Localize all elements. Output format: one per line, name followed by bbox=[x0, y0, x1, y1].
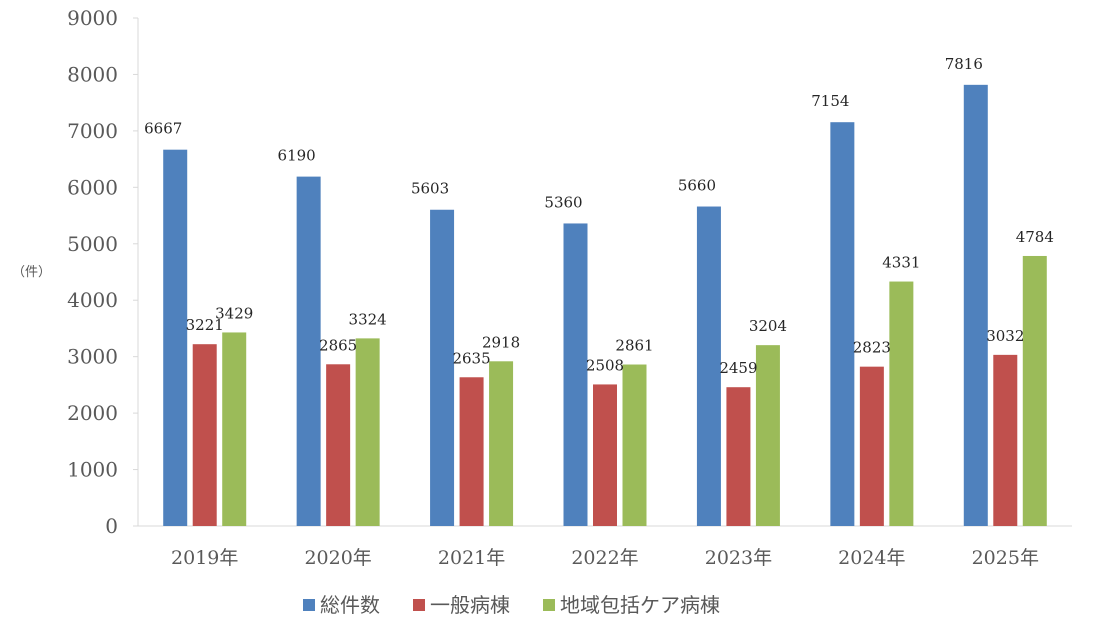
bar bbox=[326, 364, 351, 526]
data-label: 2823 bbox=[853, 339, 891, 357]
bar bbox=[192, 344, 217, 526]
bar bbox=[755, 345, 780, 526]
data-label: 4784 bbox=[1016, 228, 1054, 246]
y-tick-label: 6000 bbox=[67, 175, 118, 199]
bar bbox=[593, 384, 617, 526]
data-label: 3204 bbox=[749, 317, 787, 335]
bar bbox=[1022, 255, 1047, 526]
data-label: 5603 bbox=[411, 180, 449, 198]
bar bbox=[963, 84, 988, 526]
legend-swatch bbox=[303, 599, 315, 611]
bar bbox=[563, 223, 588, 527]
bar bbox=[859, 366, 884, 526]
data-label: 6667 bbox=[144, 120, 182, 138]
data-label: 5360 bbox=[544, 193, 582, 211]
bar bbox=[163, 149, 188, 527]
y-tick-label: 4000 bbox=[67, 288, 118, 312]
y-tick-label: 2000 bbox=[67, 401, 118, 425]
legend-label: 総件数 bbox=[320, 593, 380, 617]
bar bbox=[993, 354, 1018, 526]
y-axis-unit-label: （件） bbox=[12, 265, 51, 280]
y-tick-label: 7000 bbox=[67, 119, 118, 143]
bar bbox=[355, 338, 380, 526]
x-tick-label: 2024年 bbox=[838, 547, 905, 569]
legend-swatch bbox=[543, 599, 555, 611]
data-label: 2459 bbox=[719, 359, 757, 377]
bar bbox=[459, 377, 484, 526]
x-tick-label: 2023年 bbox=[705, 547, 772, 569]
legend-swatch bbox=[413, 599, 425, 611]
bar bbox=[726, 387, 751, 526]
bar bbox=[489, 361, 514, 526]
x-tick-label: 2025年 bbox=[972, 547, 1039, 569]
bar bbox=[222, 332, 247, 526]
y-tick-label: 8000 bbox=[67, 62, 118, 86]
data-label: 3221 bbox=[186, 316, 224, 334]
data-label: 2918 bbox=[482, 333, 520, 351]
data-label: 3032 bbox=[986, 327, 1024, 345]
data-label: 3324 bbox=[349, 310, 387, 328]
x-tick-label: 2021年 bbox=[438, 547, 505, 569]
bar bbox=[696, 206, 721, 526]
y-tick-label: 1000 bbox=[67, 458, 118, 482]
bar bbox=[830, 122, 855, 526]
x-tick-label: 2020年 bbox=[304, 547, 371, 569]
data-label: 6190 bbox=[278, 147, 316, 165]
y-tick-label: 3000 bbox=[67, 345, 118, 369]
bar bbox=[889, 281, 914, 526]
y-tick-label: 9000 bbox=[67, 6, 118, 30]
y-tick-label: 0 bbox=[105, 514, 118, 538]
bar bbox=[430, 209, 455, 527]
legend-label: 地域包括ケア病棟 bbox=[560, 593, 720, 617]
data-label: 3429 bbox=[215, 304, 253, 322]
legend-label: 一般病棟 bbox=[430, 593, 510, 617]
y-tick-label: 5000 bbox=[67, 232, 118, 256]
data-label: 7154 bbox=[811, 92, 849, 110]
data-label: 2861 bbox=[615, 337, 653, 355]
data-label: 5660 bbox=[678, 177, 716, 195]
x-tick-label: 2022年 bbox=[571, 547, 638, 569]
data-label: 4331 bbox=[882, 254, 920, 272]
data-label: 2865 bbox=[319, 336, 357, 354]
data-label: 2635 bbox=[452, 349, 490, 367]
bar bbox=[622, 364, 647, 526]
bar bbox=[296, 176, 321, 526]
data-label: 2508 bbox=[586, 356, 624, 374]
data-label: 7816 bbox=[945, 55, 983, 73]
x-tick-label: 2019年 bbox=[171, 547, 238, 569]
